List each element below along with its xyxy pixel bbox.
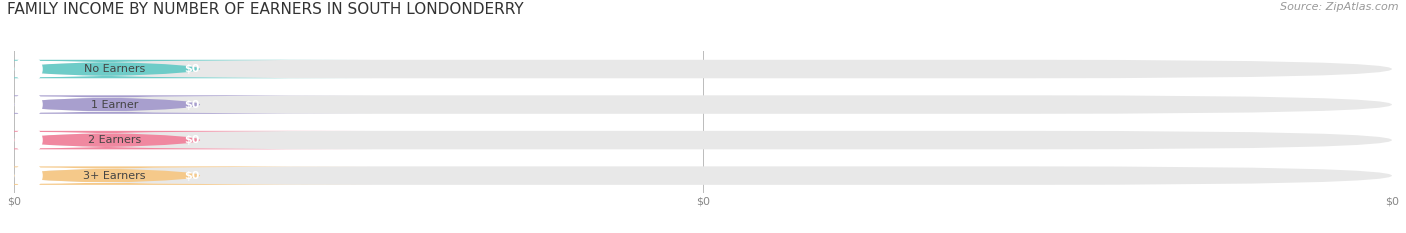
FancyBboxPatch shape [0, 166, 373, 185]
Text: $0: $0 [184, 135, 200, 145]
Text: No Earners: No Earners [84, 64, 145, 74]
FancyBboxPatch shape [14, 60, 1392, 78]
FancyBboxPatch shape [0, 60, 373, 78]
FancyBboxPatch shape [14, 95, 1392, 114]
Text: 2 Earners: 2 Earners [89, 135, 141, 145]
Text: $0: $0 [184, 64, 200, 74]
Ellipse shape [14, 55, 42, 83]
Text: FAMILY INCOME BY NUMBER OF EARNERS IN SOUTH LONDONDERRY: FAMILY INCOME BY NUMBER OF EARNERS IN SO… [7, 2, 523, 17]
Text: Source: ZipAtlas.com: Source: ZipAtlas.com [1281, 2, 1399, 12]
Ellipse shape [14, 91, 42, 119]
FancyBboxPatch shape [14, 166, 1392, 185]
Text: $0: $0 [184, 99, 200, 110]
FancyBboxPatch shape [14, 131, 1392, 149]
Text: 1 Earner: 1 Earner [91, 99, 138, 110]
Ellipse shape [14, 162, 42, 190]
FancyBboxPatch shape [0, 131, 373, 149]
FancyBboxPatch shape [0, 95, 373, 114]
Ellipse shape [14, 126, 42, 154]
Text: 3+ Earners: 3+ Earners [83, 171, 146, 181]
Text: $0: $0 [184, 171, 200, 181]
